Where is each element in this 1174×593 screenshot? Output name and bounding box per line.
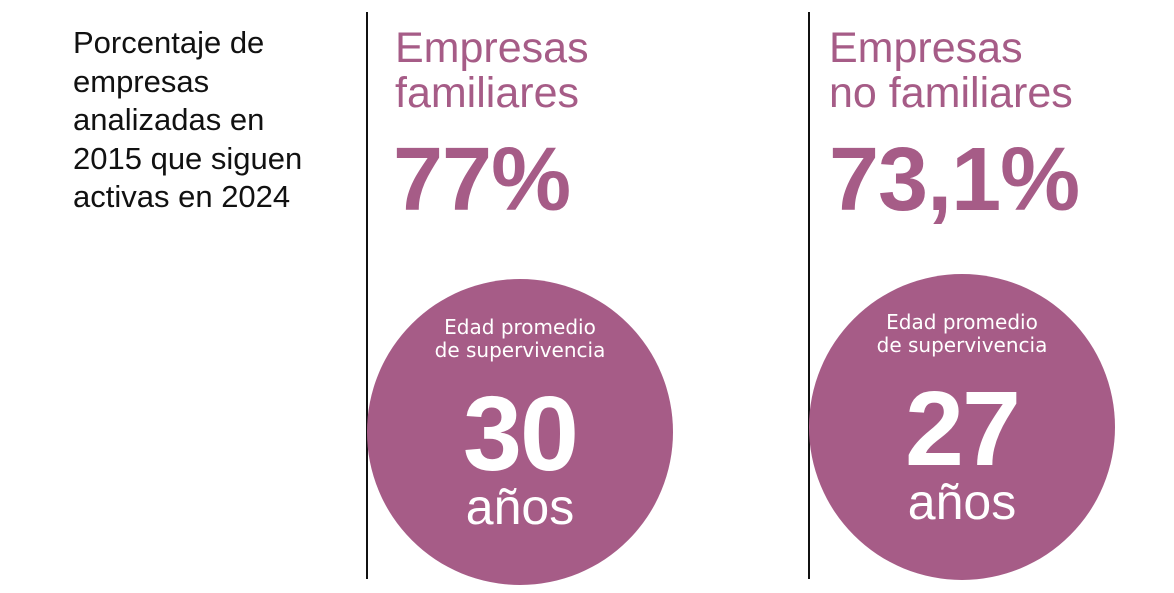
column-divider [366,12,368,579]
caption-line: de supervivencia [876,333,1048,357]
non-family-business-age-circle: Edad promedio de supervivencia 27 años [809,274,1115,580]
intro-line: analizadas en [73,102,265,137]
title-line: Empresas [829,24,1023,72]
family-business-percentage: 77% [393,130,571,230]
age-unit: años [465,479,575,535]
age-caption: Edad promedio de supervivencia [367,316,673,362]
intro-line: empresas [73,63,210,99]
family-business-age-circle: Edad promedio de supervivencia 30 años [367,279,673,585]
non-family-business-percentage: 73,1% [829,130,1080,230]
intro-line: Porcentaje de [73,25,265,60]
age-number: 30 [463,375,579,493]
caption-line: Edad promedio [444,315,596,339]
caption-line: Edad promedio [886,310,1038,334]
non-family-business-title: Empresas no familiares [829,26,1073,116]
intro-description: Porcentaje de empresas analizadas en 201… [73,24,353,217]
title-line: no familiares [829,69,1073,117]
age-number: 27 [905,370,1021,488]
caption-line: de supervivencia [434,338,606,362]
age-caption: Edad promedio de supervivencia [809,311,1115,357]
family-business-title: Empresas familiares [395,26,589,116]
age-unit: años [907,474,1017,530]
column-divider [808,12,810,579]
title-line: Empresas [395,24,589,72]
title-line: familiares [395,69,579,117]
intro-line: 2015 que siguen [73,140,303,176]
intro-line: activas en 2024 [73,179,291,214]
